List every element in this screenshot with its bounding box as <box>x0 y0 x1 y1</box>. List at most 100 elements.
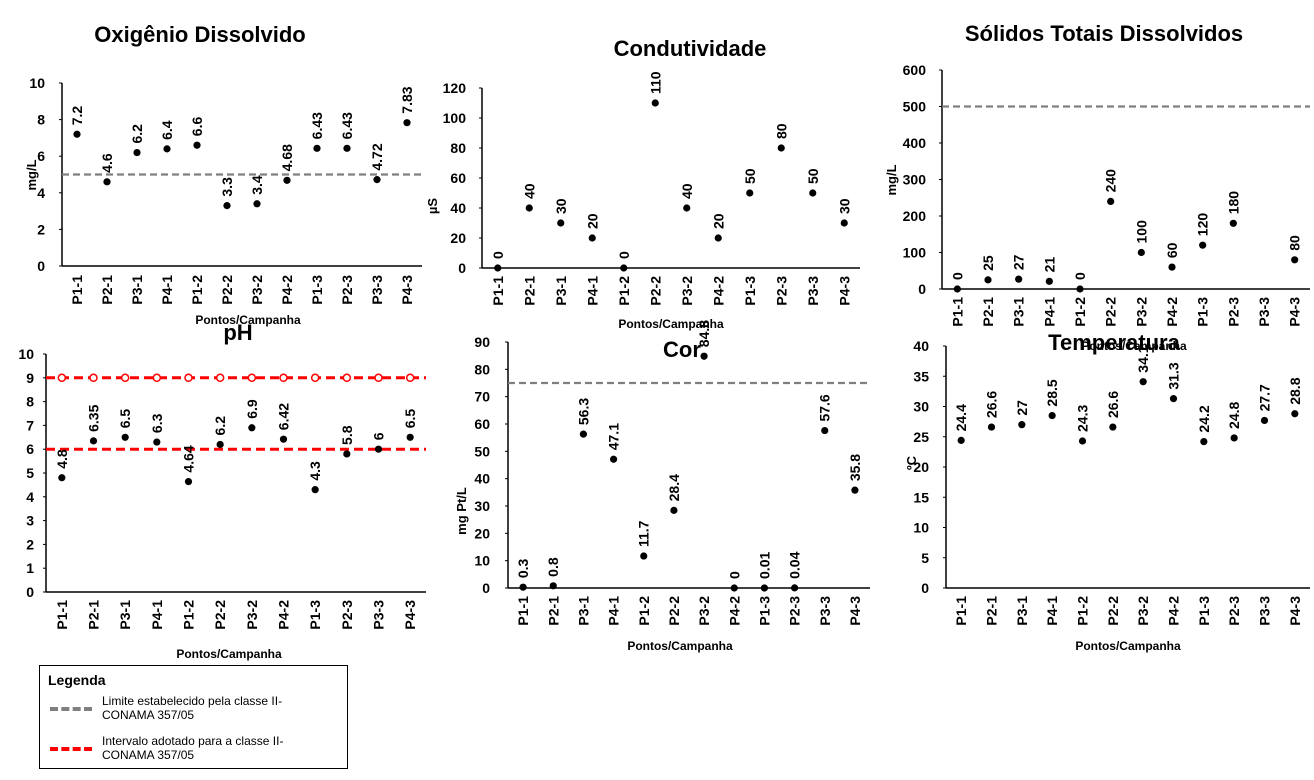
y-tick-label: 0 <box>921 580 929 596</box>
y-tick-label: 8 <box>26 394 34 410</box>
data-label: 4.8 <box>54 449 70 469</box>
data-point <box>746 189 754 197</box>
reference-marker <box>247 373 257 383</box>
y-axis-label: ºC <box>904 455 919 470</box>
data-point <box>579 430 588 438</box>
data-label: 6.43 <box>339 112 355 139</box>
data-point <box>73 130 81 138</box>
x-tick-label: P3-3 <box>1257 596 1273 626</box>
x-tick-label: P1-3 <box>307 600 323 630</box>
y-tick-label: 2 <box>26 536 34 552</box>
reference-marker <box>120 373 130 383</box>
x-axis-label: Pontos/Campanha <box>1081 339 1187 353</box>
data-label: 6.4 <box>159 120 175 140</box>
data-label: 6.2 <box>129 124 145 144</box>
data-point <box>494 264 502 272</box>
data-label: 24.8 <box>1226 401 1242 428</box>
reference-marker <box>310 373 320 383</box>
x-tick-label: P4-1 <box>149 600 165 630</box>
y-axis-label: mg/L <box>884 164 899 195</box>
y-tick-label: 3 <box>26 513 34 529</box>
legend-box: Legenda Limite estabelecido pela classe … <box>39 665 348 769</box>
legend-item-label: Limite estabelecido pela classe II- CONA… <box>102 694 283 722</box>
data-label: 0 <box>726 571 742 579</box>
data-label: 27 <box>1011 254 1027 270</box>
data-label: 40 <box>679 183 695 199</box>
y-tick-label: 300 <box>903 172 927 188</box>
y-tick-label: 30 <box>474 498 490 514</box>
x-tick-label: P2-1 <box>521 276 537 306</box>
y-tick-label: 4 <box>37 185 45 201</box>
data-label: 6.35 <box>86 404 102 431</box>
y-tick-label: 2 <box>37 221 45 237</box>
reference-marker <box>374 373 383 383</box>
data-label: 28.8 <box>1287 377 1303 404</box>
x-tick-label: P2-1 <box>86 600 102 630</box>
x-tick-label: P4-2 <box>726 596 742 626</box>
data-point <box>777 144 785 152</box>
data-label: 57.6 <box>817 394 833 421</box>
data-label: 26.6 <box>1105 391 1121 418</box>
y-tick-label: 10 <box>474 553 490 569</box>
x-tick-label: P2-1 <box>980 297 996 327</box>
data-point <box>373 176 381 184</box>
x-tick-label: P2-2 <box>1103 297 1119 327</box>
legend-item-label: Intervalo adotado para a classe II- CONA… <box>102 734 284 762</box>
y-tick-label: 200 <box>903 208 927 224</box>
data-label: 80 <box>1287 235 1303 251</box>
data-label: 5.8 <box>339 425 355 445</box>
x-tick-label: P3-1 <box>1014 596 1030 626</box>
y-axis-label: µS <box>425 198 440 214</box>
data-point <box>984 276 992 284</box>
y-tick-label: 80 <box>474 361 490 377</box>
data-point <box>840 219 848 227</box>
x-tick-label: P1-1 <box>515 596 531 626</box>
legend-title: Legenda <box>48 672 106 688</box>
y-axis-label: mg Pt/L <box>454 487 469 535</box>
x-tick-label: P1-3 <box>1196 596 1212 626</box>
data-label: 28.5 <box>1044 379 1060 406</box>
data-label: 24.4 <box>953 404 969 431</box>
data-point <box>1260 416 1269 425</box>
data-point <box>790 584 799 592</box>
x-tick-label: P1-2 <box>616 276 632 306</box>
x-tick-label: P4-3 <box>1287 596 1303 626</box>
data-point <box>714 234 722 242</box>
data-point <box>283 176 291 184</box>
data-label: 110 <box>647 71 663 94</box>
x-tick-label: P2-2 <box>219 275 235 305</box>
data-point <box>343 144 351 152</box>
data-point <box>403 119 411 127</box>
data-point <box>58 474 66 482</box>
y-tick-label: 0 <box>37 258 45 274</box>
data-point <box>1291 256 1299 264</box>
reference-marker <box>152 373 162 383</box>
y-tick-label: 5 <box>26 465 34 481</box>
x-tick-label: P3-2 <box>1135 596 1151 626</box>
x-axis-label: Pontos/Campanha <box>195 313 301 327</box>
data-label: 21 <box>1041 257 1057 273</box>
y-axis-label: mg/L <box>24 159 39 190</box>
x-tick-label: P3-3 <box>805 276 821 306</box>
data-label: 6.5 <box>117 409 133 429</box>
data-label: 0 <box>490 251 506 259</box>
x-tick-label: P2-1 <box>545 596 561 626</box>
x-tick-label: P3-2 <box>696 596 712 626</box>
x-tick-label: P4-3 <box>1287 297 1303 327</box>
data-label: 28.4 <box>666 474 682 501</box>
reference-marker <box>57 373 67 383</box>
data-label: 4.6 <box>99 153 115 173</box>
data-point <box>957 436 965 444</box>
data-point <box>670 506 678 514</box>
x-tick-label: P4-1 <box>584 276 600 306</box>
x-tick-label: P1-1 <box>69 275 85 305</box>
y-tick-label: 9 <box>26 370 34 386</box>
data-label: 0.01 <box>756 552 772 579</box>
data-label: 7.83 <box>399 86 415 113</box>
data-label: 6.3 <box>149 413 165 433</box>
data-point <box>1169 395 1178 403</box>
data-point <box>821 426 829 435</box>
y-tick-label: 600 <box>903 62 927 78</box>
x-tick-label: P2-3 <box>339 600 355 630</box>
